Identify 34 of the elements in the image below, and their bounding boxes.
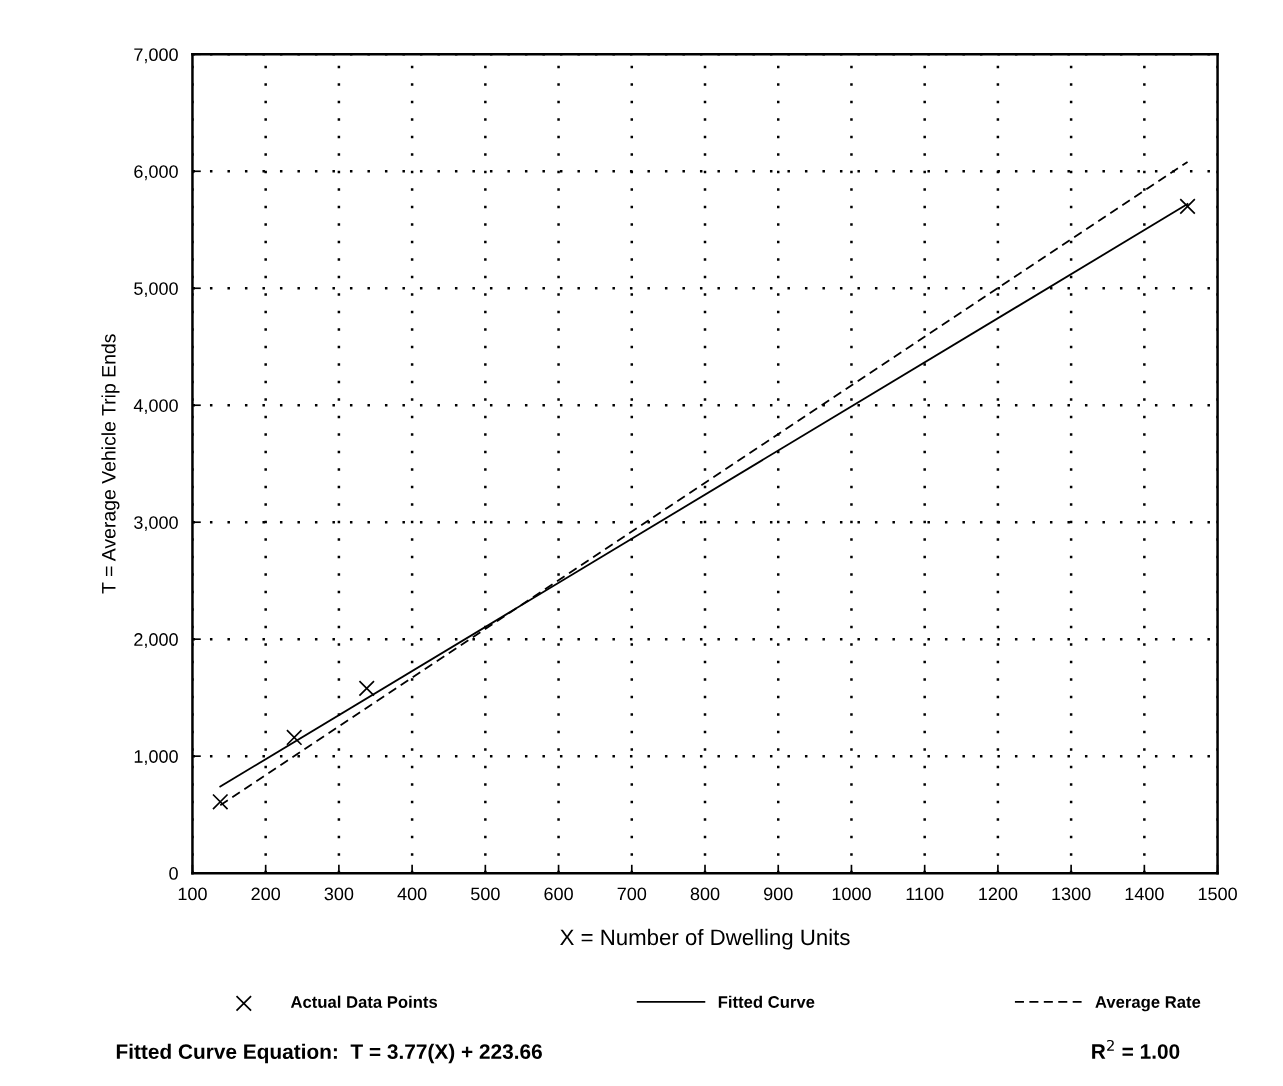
x-tick-label: 400 — [397, 887, 427, 901]
x-tick-label: 800 — [690, 887, 720, 901]
y-tick-label: 6,000 — [134, 165, 178, 181]
x-tick-label: 900 — [764, 887, 793, 901]
x-tick-label: 500 — [471, 887, 500, 901]
x-tick-label: 200 — [251, 887, 281, 901]
legend-label: Actual Data Points — [290, 995, 438, 1008]
y-tick-label: 5,000 — [134, 282, 178, 298]
y-tick-label: 4,000 — [133, 399, 178, 415]
x-tick-label: 100 — [178, 887, 207, 901]
point — [212, 793, 229, 810]
point — [1179, 198, 1196, 215]
y-tick-label: 1,000 — [134, 750, 178, 766]
x-tick-label: 1000 — [832, 887, 871, 901]
x-tick-label: 1500 — [1198, 887, 1237, 901]
x-tick-label: 1400 — [1125, 887, 1164, 901]
x-axis-title: X = Number of Dwelling Units — [560, 928, 850, 950]
legend-label: Average Rate — [1095, 996, 1201, 1012]
x-tick-label: 1200 — [979, 887, 1018, 901]
x-tick-label: 700 — [617, 887, 647, 901]
y-tick-label: 2,000 — [134, 633, 178, 649]
x-tick-label: 1100 — [906, 887, 944, 901]
y-axis-title: T = Average Vehicle Trip Ends — [101, 334, 120, 594]
x-tick-label: 600 — [544, 887, 573, 901]
text: R$^{2}$ = 1.00 — [1092, 1039, 1180, 1059]
y-tick-label: 3,000 — [134, 516, 178, 532]
y-tick-label: 7,000 — [134, 48, 178, 64]
x-tick-label: 300 — [324, 887, 354, 901]
text: Fitted Curve Equation: T = 3.77(X) + 223.66 — [116, 1043, 542, 1064]
x-tick-label: 1300 — [1052, 887, 1091, 901]
y-tick-label: 0 — [169, 867, 178, 880]
legend-label: Fitted Curve — [718, 995, 815, 1008]
point — [358, 680, 375, 697]
point — [286, 729, 303, 746]
